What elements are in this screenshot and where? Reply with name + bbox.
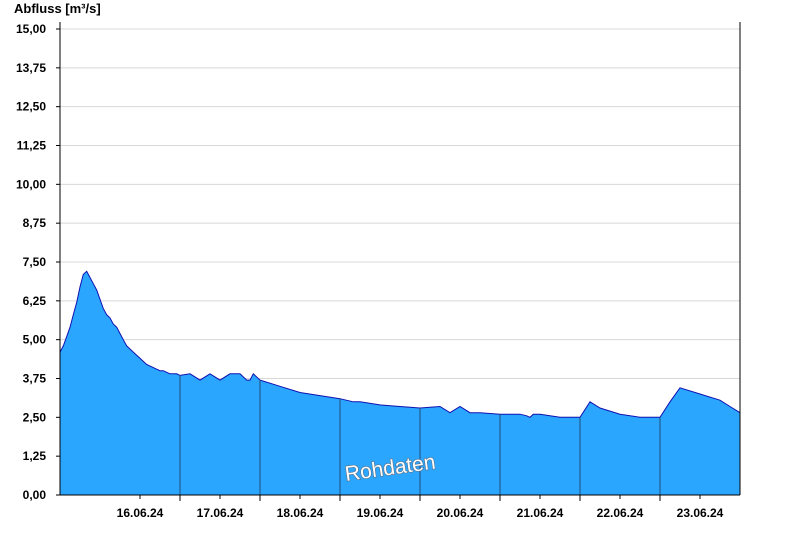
discharge-area [60,271,740,495]
y-tick-label: 1,25 [23,449,47,463]
x-tick-label: 16.06.24 [117,506,164,520]
y-tick-label: 7,50 [23,255,47,269]
y-tick-label: 10,00 [16,177,46,191]
y-tick-label: 5,00 [23,333,47,347]
x-tick-label: 18.06.24 [277,506,324,520]
y-tick-label: 13,75 [16,61,46,75]
x-tick-label: 22.06.24 [597,506,644,520]
y-tick-label: 12,50 [16,100,46,114]
y-tick-label: 6,25 [23,294,47,308]
y-tick-label: 3,75 [23,372,47,386]
y-tick-label: 11,25 [17,139,47,153]
y-tick-label: 8,75 [23,216,47,230]
x-tick-label: 17.06.24 [197,506,244,520]
y-axis-ticks: 0,00 1,25 2,50 3,75 5,00 6,25 7,50 8,75 10,00 11,… [16,22,60,502]
y-tick-label: 2,50 [23,410,47,424]
day-divider-lines [179,375,661,495]
x-tick-label: 20.06.24 [437,506,484,520]
y-axis-title: Abfluss [m³/s] [14,1,101,16]
x-tick-label: 23.06.24 [677,506,724,520]
x-tick-label: 19.06.24 [357,506,404,520]
x-tick-label: 21.06.24 [517,506,564,520]
y-tick-label: 15,00 [16,22,46,36]
discharge-line [59,270,741,418]
y-tick-label: 0,00 [23,488,47,502]
x-axis-ticks: 16.06.24 17.06.24 18.06.24 19.06.24 20.06.24… [117,495,724,520]
